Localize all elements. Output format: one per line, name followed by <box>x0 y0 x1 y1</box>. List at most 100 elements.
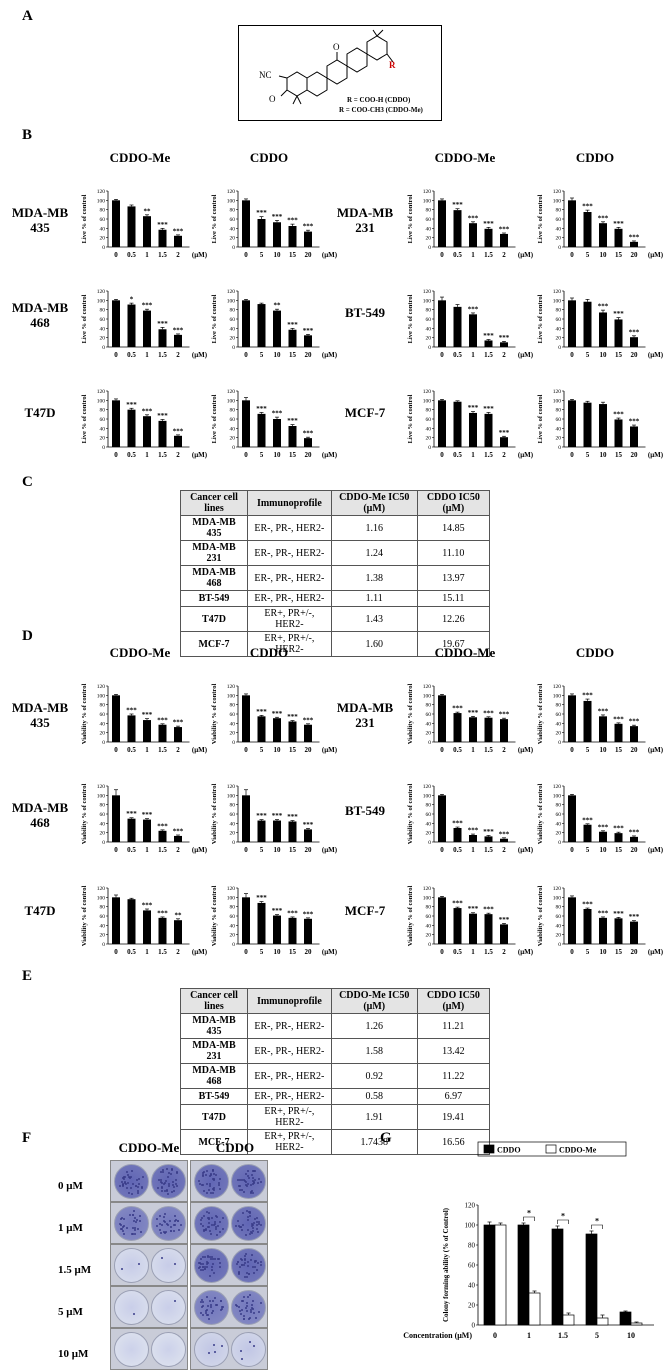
plate-well <box>231 1290 266 1325</box>
colony-dot <box>201 1224 204 1227</box>
panel-label-c: C <box>22 474 33 490</box>
x-tick-label: 5 <box>586 451 590 459</box>
x-tick-label: 1.5 <box>158 351 167 359</box>
significance-label: *** <box>142 902 153 910</box>
bar <box>127 409 136 447</box>
table-cell: MCF-7 <box>179 1129 249 1155</box>
bar <box>257 820 266 842</box>
y-tick-label: 120 <box>97 389 106 395</box>
x-tick-label: 10 <box>600 451 608 459</box>
x-tick-label: 15 <box>289 351 297 359</box>
table-cell: ER+, PR+/-, HER2- <box>247 1104 332 1130</box>
d-row-mcf7: MCF-7 <box>344 903 386 918</box>
y-tick-label: 20 <box>100 236 106 242</box>
d-header-4: CDDO <box>575 645 615 660</box>
significance-label: * <box>561 1212 565 1221</box>
plate-cddo <box>190 1160 268 1202</box>
x-tick-label: 0 <box>570 846 574 854</box>
plate-well <box>231 1206 266 1241</box>
colony-dot <box>120 1218 123 1221</box>
table-cell: 0.58 <box>330 1088 418 1105</box>
table-row: MDA-MB 231 ER-, PR-, HER2- 1.58 13.42 <box>179 1038 491 1064</box>
colony-dot <box>209 1172 212 1175</box>
bar-cddo <box>483 1224 496 1326</box>
d-row-bt549: BT-549 <box>345 803 385 818</box>
colony-dot <box>159 1231 162 1234</box>
bar <box>583 301 592 347</box>
y-axis-label: Viability % of control <box>407 784 414 845</box>
chart-b-549-c: Live % of control 0 20 40 60 80 100 120 0 5 *** 10 *… <box>537 289 664 359</box>
colony-dot <box>208 1275 211 1278</box>
x-tick-label: 2 <box>176 351 180 359</box>
colony-dot <box>172 1180 175 1183</box>
bar <box>158 724 167 742</box>
y-tick-label: 120 <box>227 289 236 295</box>
colony-dot <box>211 1258 214 1261</box>
y-tick-label: 0 <box>558 445 561 451</box>
y-tick-label: 40 <box>556 923 562 929</box>
x-tick-label: 10 <box>274 251 282 259</box>
x-tick-label: 1.5 <box>484 351 493 359</box>
y-tick-label: 120 <box>423 289 432 295</box>
table-cell: 15.11 <box>416 590 491 607</box>
y-tick-label: 40 <box>556 426 562 432</box>
significance-label: *** <box>126 810 137 818</box>
y-tick-label: 120 <box>465 1202 476 1210</box>
significance-label: *** <box>629 418 640 426</box>
table-row: BT-549 ER-, PR-, HER2- 1.11 15.11 <box>179 590 491 607</box>
bar <box>453 828 462 842</box>
y-tick-label: 40 <box>230 721 236 727</box>
colony-dot <box>207 1226 210 1229</box>
significance-label: *** <box>126 707 137 715</box>
unit-label: (μM) <box>518 746 534 754</box>
y-tick-label: 100 <box>553 793 562 799</box>
significance-label: *** <box>173 427 184 435</box>
bar <box>257 219 266 247</box>
y-tick-label: 80 <box>426 308 432 314</box>
significance-label: *** <box>173 227 184 235</box>
table-cell: BT-549 <box>179 590 249 607</box>
bar <box>143 910 151 944</box>
x-tick-label: 0 <box>244 948 248 956</box>
x-tick-label: 10 <box>600 746 608 754</box>
colony-dot <box>176 1184 179 1187</box>
significance-label: ** <box>175 911 183 919</box>
x-tick-label: 0.5 <box>127 948 136 956</box>
x-tick-label: 0 <box>440 351 444 359</box>
significance-label: *** <box>613 220 624 228</box>
table-e-header-cell: Cancer cell lines <box>179 988 249 1014</box>
colony-dot <box>198 1183 201 1186</box>
y-tick-label: 120 <box>97 189 106 195</box>
colony-dot <box>137 1189 139 1192</box>
colony-dot <box>174 1223 177 1226</box>
y-tick-label: 60 <box>100 217 106 223</box>
colony-dot <box>155 1217 158 1220</box>
bar <box>112 400 120 447</box>
x-tick-label: 15 <box>289 948 297 956</box>
x-tick-label: 0.5 <box>127 351 136 359</box>
colony-dot <box>238 1265 241 1268</box>
y-tick-label: 0 <box>232 245 235 251</box>
colony-dot <box>252 1312 255 1315</box>
y-tick-label: 20 <box>230 236 236 242</box>
y-axis-label: Live % of control <box>211 194 218 243</box>
colony-dot <box>243 1275 246 1278</box>
y-tick-label: 100 <box>227 198 236 204</box>
legend-label: CDDO <box>497 1146 521 1155</box>
colony-dot <box>243 1263 246 1266</box>
plate-well <box>114 1290 149 1325</box>
colony-dot <box>214 1257 217 1260</box>
y-axis-label: Viability % of control <box>211 784 218 845</box>
colony-dot <box>199 1269 202 1272</box>
chart-b-468-me: Live % of control 0 20 40 60 80 100 120 0 * 0.5 ***… <box>81 289 208 359</box>
colony-dot <box>217 1225 220 1228</box>
bar <box>158 229 167 247</box>
colony-dot <box>245 1184 248 1187</box>
bar <box>453 306 462 347</box>
bar <box>257 716 266 742</box>
y-tick-label: 60 <box>230 914 236 920</box>
bar <box>583 824 592 842</box>
colony-dot <box>251 1265 254 1268</box>
x-tick-label: 10 <box>600 846 608 854</box>
y-tick-label: 80 <box>556 308 562 314</box>
